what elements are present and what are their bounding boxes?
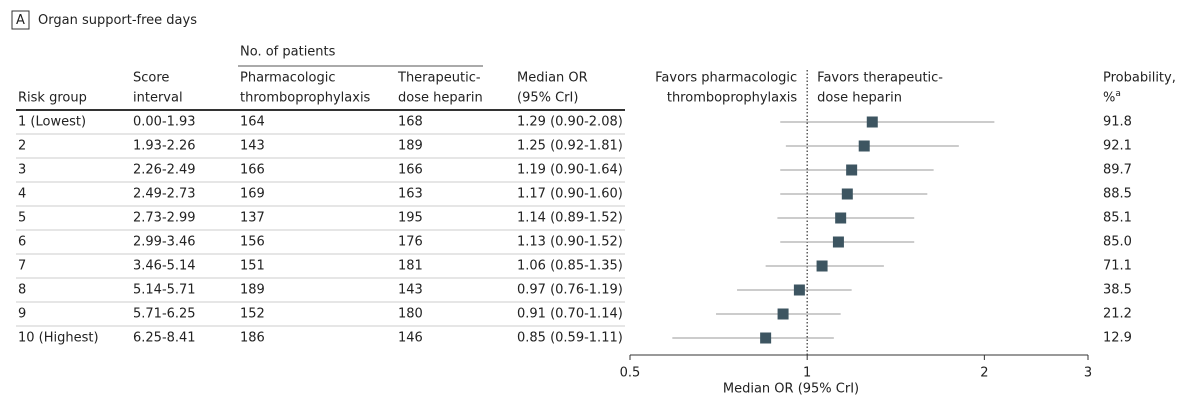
point-estimate	[835, 212, 847, 224]
table-cell: 166	[398, 163, 423, 178]
favors-label: thromboprophylaxis	[667, 91, 798, 106]
table-cell: 180	[398, 307, 423, 322]
table-cell: 176	[398, 235, 423, 250]
table-cell: 9	[18, 307, 26, 322]
panel-box	[11, 10, 30, 30]
table-cell: 137	[240, 211, 265, 226]
table-cell: 164	[240, 115, 265, 130]
table-cell: 5	[18, 211, 26, 226]
table-cell: 1 (Lowest)	[18, 115, 86, 130]
column-group: No. of patients	[240, 45, 336, 60]
table-cell: 2.99-3.46	[133, 235, 196, 250]
table-cell: 6	[18, 235, 26, 250]
or-label: 1.17 (0.90-1.60)	[517, 187, 623, 202]
probability-label: 89.7	[1103, 163, 1132, 178]
favors-label: Favors pharmacologic	[655, 71, 797, 86]
point-estimate	[816, 260, 828, 272]
column-header: %a	[1103, 89, 1121, 106]
table-cell: 5.14-5.71	[133, 283, 196, 298]
table-cell: 2.26-2.49	[133, 163, 196, 178]
table-cell: 189	[240, 283, 265, 298]
point-estimate	[841, 188, 853, 200]
probability-label: 12.9	[1103, 331, 1132, 346]
or-label: 0.91 (0.70-1.14)	[517, 307, 623, 322]
table-cell: 0.00-1.93	[133, 115, 196, 130]
column-header: Score	[133, 71, 169, 86]
probability-label: 91.8	[1103, 115, 1132, 130]
table-cell: 143	[398, 283, 423, 298]
column-header: interval	[133, 91, 183, 106]
probability-label: 92.1	[1103, 139, 1132, 154]
table-cell: 166	[240, 163, 265, 178]
chart-title: Organ support-free days	[38, 13, 197, 28]
probability-label: 85.0	[1103, 235, 1132, 250]
column-header: Therapeutic-	[397, 71, 481, 86]
table-cell: 168	[398, 115, 423, 130]
or-label: 1.13 (0.90-1.52)	[517, 235, 623, 250]
point-estimate	[760, 332, 772, 344]
table-cell: 3	[18, 163, 26, 178]
table-cell: 10 (Highest)	[18, 331, 99, 346]
x-tick-label: 1	[803, 366, 811, 381]
table-cell: 6.25-8.41	[133, 331, 196, 346]
point-estimate	[793, 284, 805, 296]
table-cell: 3.46-5.14	[133, 259, 196, 274]
table-cell: 2	[18, 139, 26, 154]
x-axis-label: Median OR (95% CrI)	[723, 382, 859, 397]
table-cell: 189	[398, 139, 423, 154]
table-cell: 7	[18, 259, 26, 274]
point-estimate	[846, 164, 858, 176]
column-header: Median OR	[517, 71, 588, 86]
column-header: thromboprophylaxis	[240, 91, 371, 106]
footnote-mark: a	[1115, 89, 1121, 99]
or-label: 1.29 (0.90-2.08)	[517, 115, 623, 130]
point-estimate	[866, 116, 878, 128]
table-cell: 2.73-2.99	[133, 211, 196, 226]
or-label: 1.19 (0.90-1.64)	[517, 163, 623, 178]
or-label: 1.14 (0.89-1.52)	[517, 211, 623, 226]
table-cell: 181	[398, 259, 423, 274]
table-cell: 1.93-2.26	[133, 139, 196, 154]
point-estimate	[777, 308, 789, 320]
column-header: (95% CrI)	[517, 91, 578, 106]
probability-label: 21.2	[1103, 307, 1132, 322]
panel-label: A	[16, 13, 25, 28]
x-tick-label: 0.5	[620, 366, 641, 381]
column-header: Pharmacologic	[240, 71, 335, 86]
table-cell: 8	[18, 283, 26, 298]
table-cell: 4	[18, 187, 26, 202]
table-cell: 152	[240, 307, 265, 322]
table-cell: 146	[398, 331, 423, 346]
column-header: Risk group	[18, 91, 87, 106]
column-header: Probability,	[1103, 71, 1176, 86]
favors-label: Favors therapeutic-	[817, 71, 943, 86]
x-tick-label: 2	[980, 366, 988, 381]
table-cell: 151	[240, 259, 265, 274]
table-cell: 5.71-6.25	[133, 307, 196, 322]
table-cell: 186	[240, 331, 265, 346]
or-label: 1.06 (0.85-1.35)	[517, 259, 623, 274]
probability-label: 38.5	[1103, 283, 1132, 298]
table-cell: 156	[240, 235, 265, 250]
point-estimate	[832, 236, 844, 248]
favors-label: dose heparin	[817, 91, 902, 106]
probability-label: 85.1	[1103, 211, 1132, 226]
table-cell: 2.49-2.73	[133, 187, 196, 202]
or-label: 0.85 (0.59-1.11)	[517, 331, 623, 346]
table-cell: 195	[398, 211, 423, 226]
column-header: dose heparin	[398, 91, 483, 106]
x-tick-label: 3	[1084, 366, 1092, 381]
table-cell: 163	[398, 187, 423, 202]
probability-label: 71.1	[1103, 259, 1132, 274]
or-label: 0.97 (0.76-1.19)	[517, 283, 623, 298]
probability-label: 88.5	[1103, 187, 1132, 202]
table-cell: 143	[240, 139, 265, 154]
point-estimate	[858, 140, 870, 152]
or-label: 1.25 (0.92-1.81)	[517, 139, 623, 154]
table-cell: 169	[240, 187, 265, 202]
